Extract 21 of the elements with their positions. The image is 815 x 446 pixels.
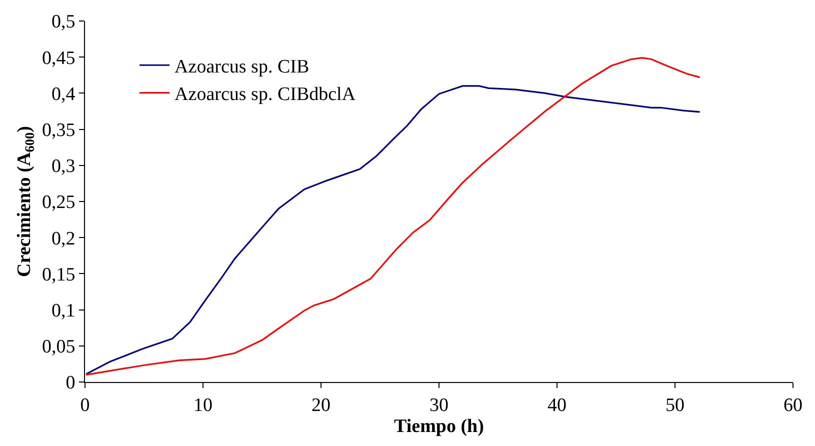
x-tick-label: 0 xyxy=(80,394,90,416)
legend-label: Azoarcus sp. CIB xyxy=(174,56,310,78)
x-tick-label: 10 xyxy=(194,394,212,416)
x-tick-label: 50 xyxy=(666,394,684,416)
y-tick-label: 0,2 xyxy=(51,228,76,250)
y-tick-label: 0,15 xyxy=(42,264,76,286)
y-tick-label: 0,1 xyxy=(51,300,76,322)
y-tick-label: 0,35 xyxy=(42,120,76,141)
y-tick-label: 0,05 xyxy=(42,336,76,358)
x-axis-title: Tiempo (h) xyxy=(394,416,484,437)
legend-label: Azoarcus sp. CIBdbclA xyxy=(174,84,356,106)
y-tick-label: 0,5 xyxy=(51,12,76,33)
y-tick-label: 0,25 xyxy=(42,192,76,214)
x-tick-label: 40 xyxy=(548,394,566,416)
y-tick-label: 0,45 xyxy=(42,48,76,69)
x-tick-label: 60 xyxy=(784,394,802,416)
y-tick-label: 0,3 xyxy=(51,156,76,178)
x-tick-label: 20 xyxy=(312,394,330,416)
x-tick-label: 30 xyxy=(430,394,448,416)
y-tick-label: 0 xyxy=(66,372,76,394)
y-tick-label: 0,4 xyxy=(51,84,76,105)
